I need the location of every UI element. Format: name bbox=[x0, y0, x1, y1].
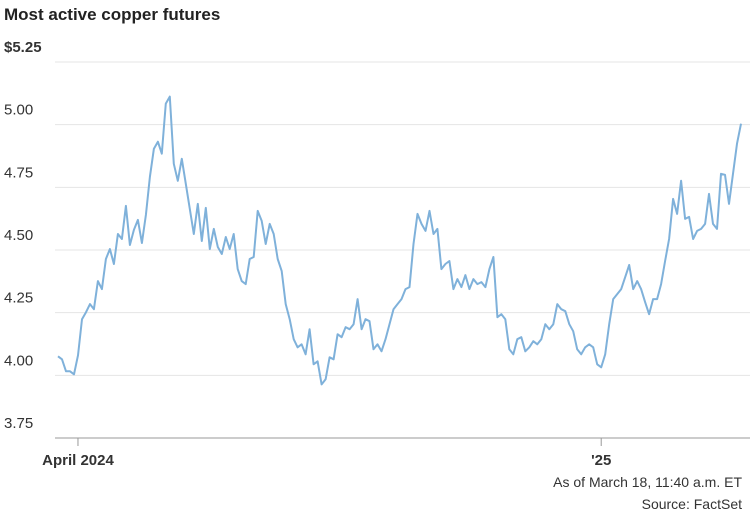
y-tick-label: 4.00 bbox=[4, 352, 33, 369]
y-tick-label: 4.50 bbox=[4, 227, 33, 244]
y-tick-label: 5.00 bbox=[4, 102, 33, 119]
footnote: As of March 18, 11:40 a.m. ET bbox=[553, 474, 742, 490]
x-tick-label: '25 bbox=[591, 452, 611, 469]
x-tick-label: April 2024 bbox=[42, 452, 114, 469]
y-tick-label: 4.25 bbox=[4, 290, 33, 307]
y-tick-label: 4.75 bbox=[4, 164, 33, 181]
y-tick-label: 3.75 bbox=[4, 415, 33, 432]
chart-title: Most active copper futures bbox=[4, 5, 220, 24]
price-line bbox=[57, 95, 742, 386]
source: Source: FactSet bbox=[642, 496, 742, 512]
y-tick-label: $5.25 bbox=[4, 39, 42, 56]
